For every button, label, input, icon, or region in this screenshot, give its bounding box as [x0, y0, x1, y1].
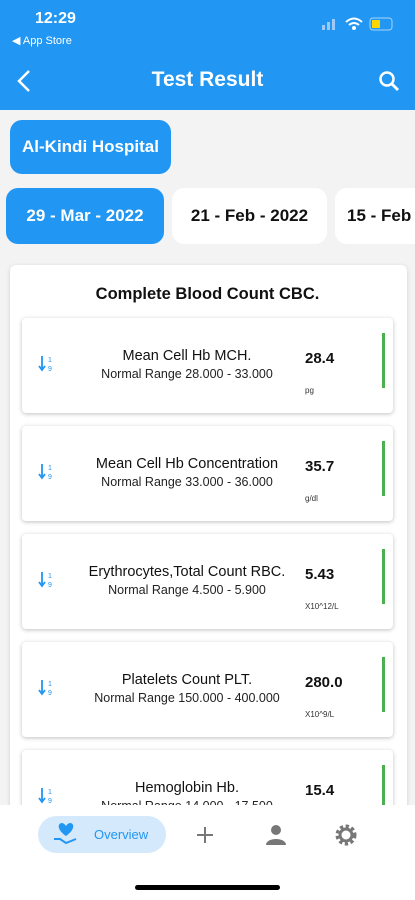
result-item[interactable]: 1 9 Mean Cell Hb Concentration Normal Range…	[22, 426, 393, 521]
result-list: Complete Blood Count CBC. 1 9 Mean Cell Hb…	[0, 265, 415, 805]
status-bar	[382, 657, 385, 712]
back-app[interactable]: ◀ App Store	[12, 35, 72, 47]
svg-text:9: 9	[48, 474, 52, 481]
normal-range: Normal Range 14.000 - 17.500	[62, 799, 312, 805]
svg-text:9: 9	[48, 690, 52, 697]
test-value: 280.0	[305, 674, 343, 691]
normal-range: Normal Range 4.500 - 5.900	[108, 583, 266, 597]
home-indicator	[135, 885, 280, 890]
test-unit: g/dl	[305, 494, 318, 503]
bottom-nav: Overview	[0, 805, 415, 900]
date-chip[interactable]: 21 - Feb - 2022	[172, 188, 327, 244]
header: 12:29 ◀ App Store Test Result	[0, 0, 415, 110]
svg-text:9: 9	[48, 582, 52, 589]
add-button[interactable]	[195, 825, 215, 845]
test-value: 28.4	[305, 350, 335, 367]
overview-tab[interactable]: Overview	[38, 816, 166, 853]
normal-range: Normal Range 150.000 - 400.000	[94, 691, 280, 705]
svg-text:1: 1	[48, 789, 52, 796]
normal-range: Normal Range 28.000 - 33.000	[101, 367, 273, 381]
hospital-chip[interactable]: Al-Kindi Hospital	[10, 120, 171, 174]
svg-text:1: 1	[48, 357, 52, 364]
test-name: Platelets Count PLT.	[121, 672, 253, 688]
result-item[interactable]: 1 9 Erythrocytes,Total Count RBC. Normal Ra…	[22, 534, 393, 629]
test-name: Mean Cell Hb MCH.	[122, 348, 252, 364]
status-bar	[382, 441, 385, 496]
status-bar	[382, 549, 385, 604]
normal-range: Normal Range 33.000 - 36.000	[101, 475, 273, 489]
overview-label: Overview	[94, 827, 149, 842]
test-unit: X10^12/L	[305, 602, 339, 611]
svg-text:1: 1	[48, 465, 52, 472]
test-unit: X10^9/L	[305, 710, 335, 719]
svg-text:9: 9	[48, 798, 52, 805]
test-name: Erythrocytes,Total Count RBC.	[88, 564, 286, 580]
test-name: Hemoglobin Hb.	[135, 780, 239, 796]
status-icons	[322, 17, 393, 31]
svg-text:9: 9	[48, 366, 52, 373]
status-bar	[382, 765, 385, 805]
items: 1 9 Mean Cell Hb MCH. Normal Range 28.000 -…	[10, 265, 407, 805]
card-title: Complete Blood Count CBC.	[95, 285, 320, 303]
search-button[interactable]	[378, 70, 402, 94]
test-value: 15.4	[305, 782, 335, 799]
test-value: 35.7	[305, 458, 335, 475]
svg-text:1: 1	[48, 573, 52, 580]
test-name: Mean Cell Hb Concentration	[95, 456, 279, 472]
svg-text:1: 1	[48, 681, 52, 688]
settings-button[interactable]	[333, 822, 359, 848]
date-chip[interactable]: 29 - Mar - 2022	[6, 188, 164, 244]
status-time: 12:29	[35, 10, 76, 27]
date-chip[interactable]: 15 - Feb	[335, 188, 415, 244]
test-unit: pg	[305, 386, 314, 395]
test-value: 5.43	[305, 566, 335, 583]
overview-icon	[54, 823, 77, 845]
result-item[interactable]: 1 9 Mean Cell Hb MCH. Normal Range 28.000 -…	[22, 318, 393, 413]
title: Test Result	[151, 68, 264, 91]
status-bar	[382, 333, 385, 388]
profile-button[interactable]	[264, 823, 288, 847]
back-button[interactable]	[14, 68, 36, 94]
result-item[interactable]: 1 9 Platelets Count PLT. Normal Range 150.0…	[22, 642, 393, 737]
